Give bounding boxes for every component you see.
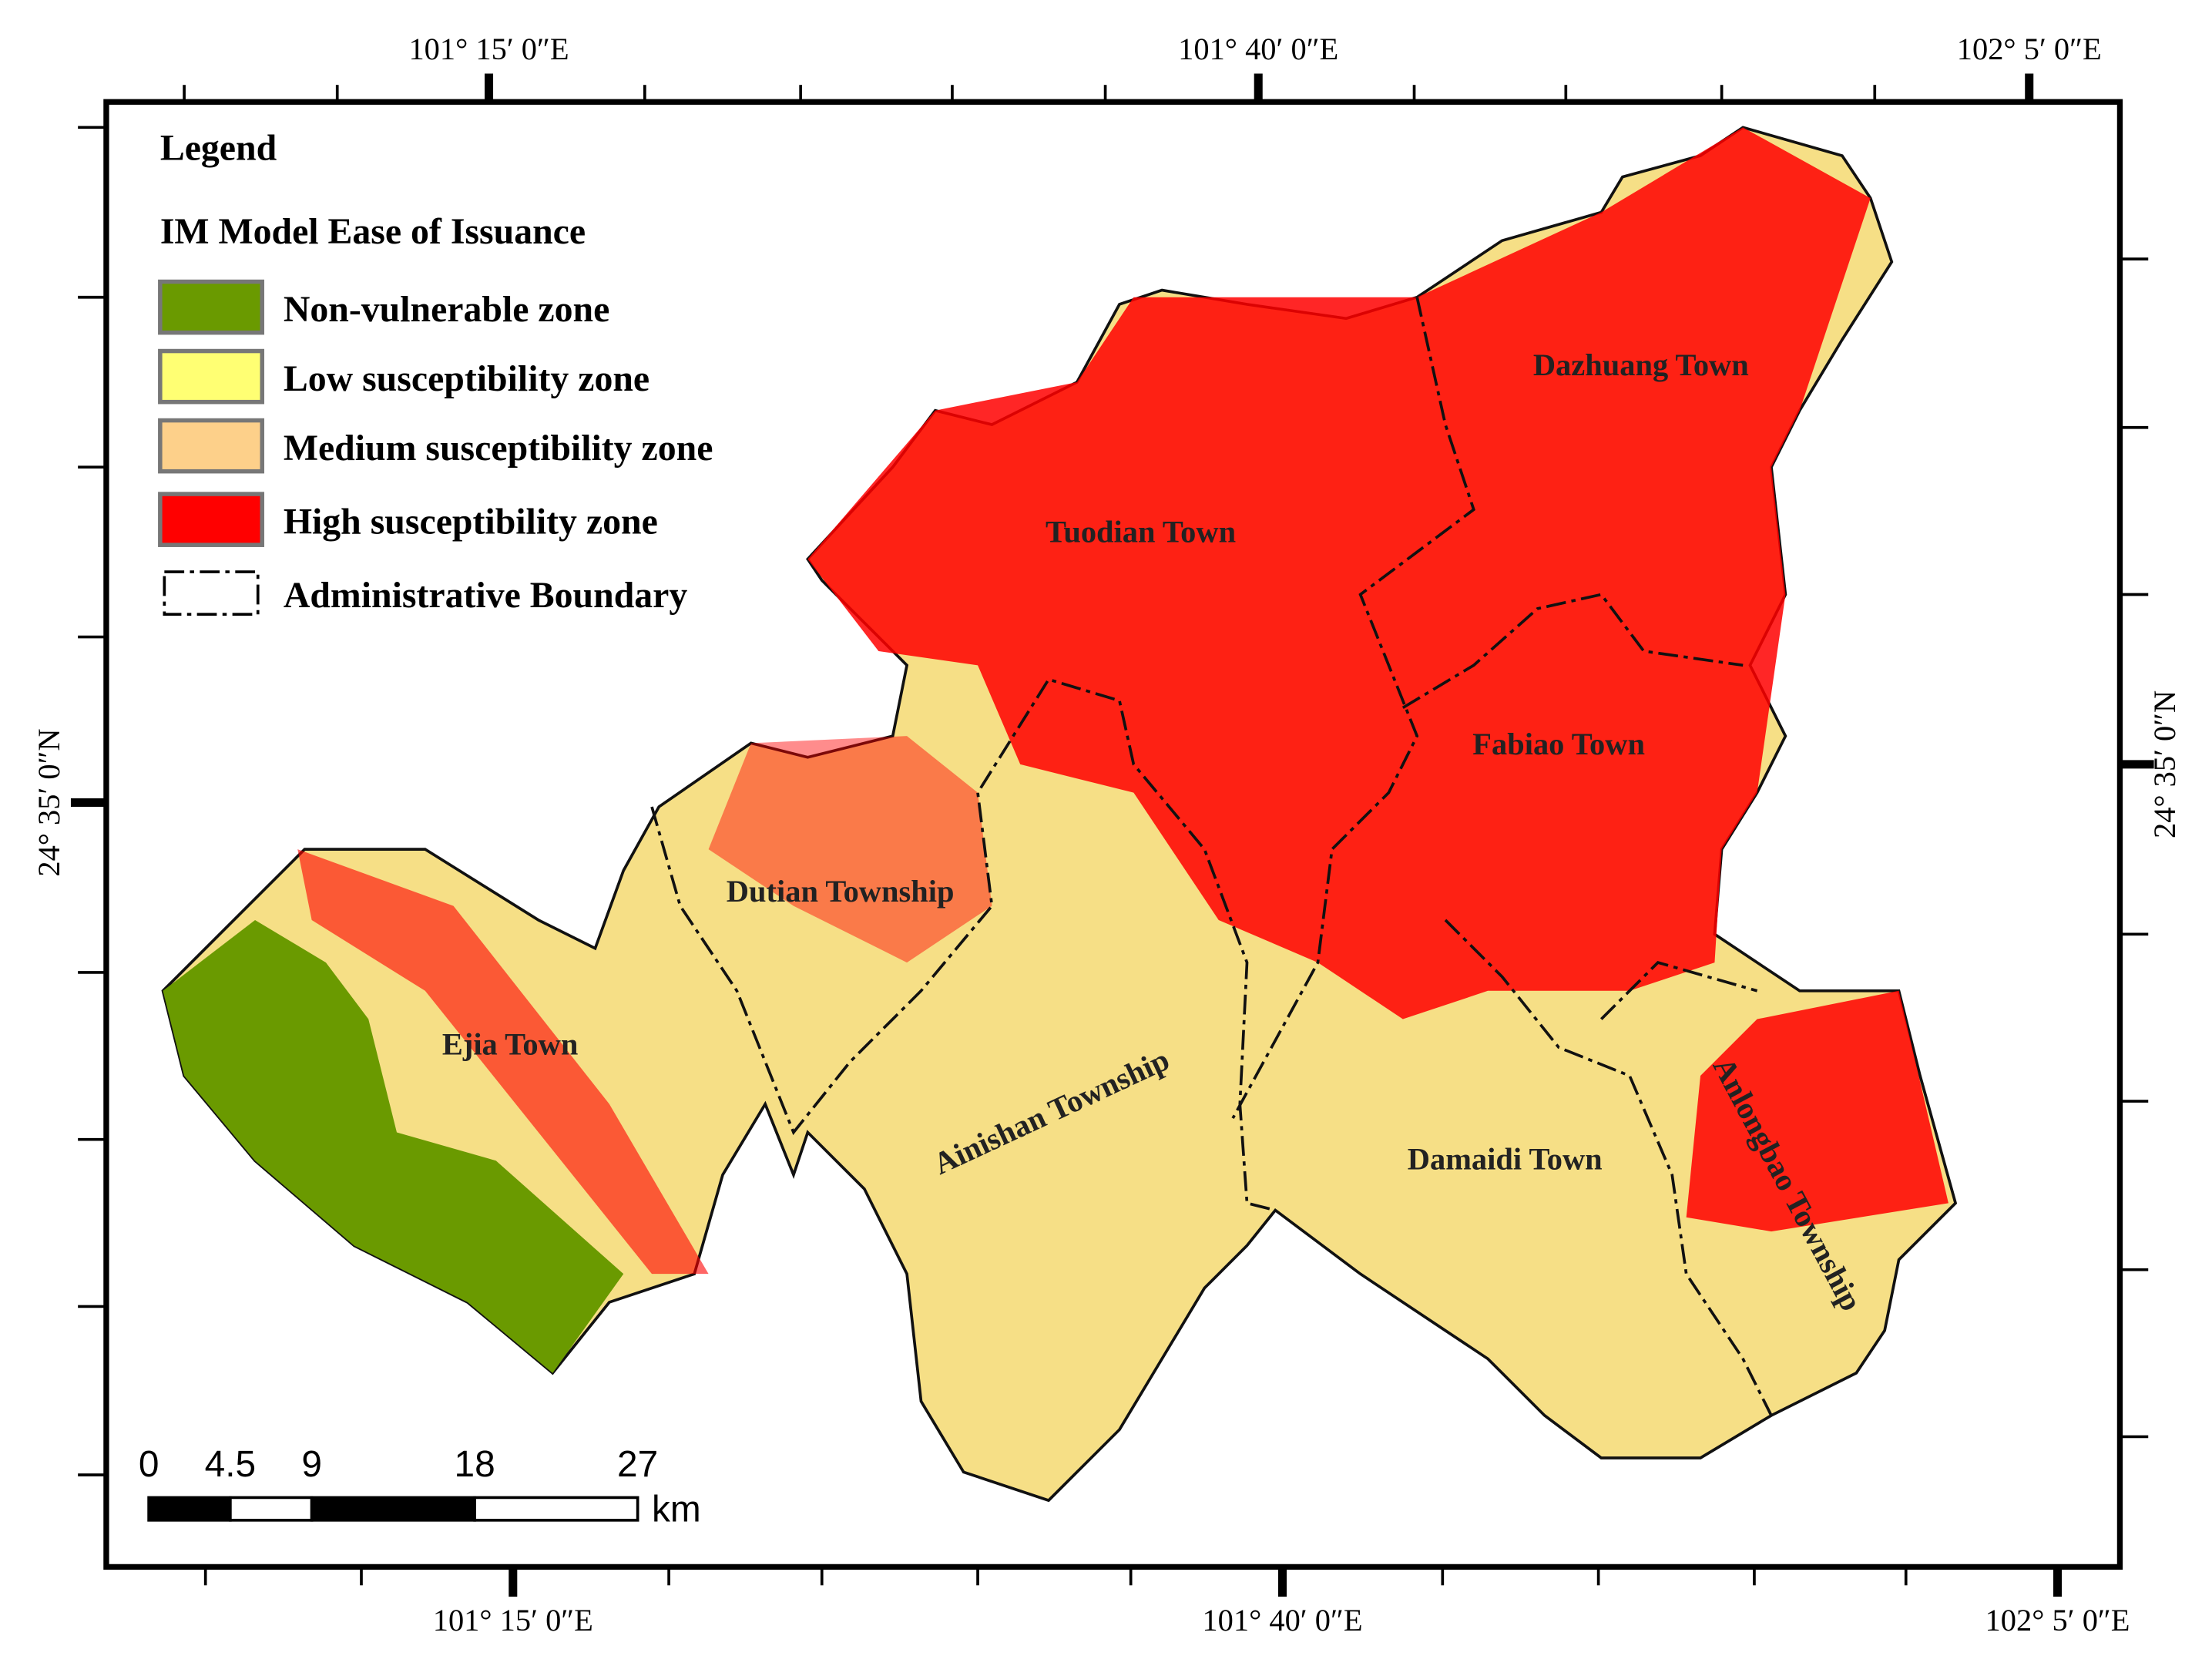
admin-boundary (650, 677, 1276, 1212)
high-zone (807, 127, 1871, 1019)
legend-swatch (158, 279, 265, 335)
legend-label: Medium susceptibility zone (284, 428, 713, 469)
coord-label: 24° 35′ 0″N (2147, 690, 2182, 838)
scale-segment (229, 1496, 314, 1522)
legend-swatch (163, 570, 260, 616)
legend-label: Administrative Boundary (284, 575, 688, 616)
legend-swatch (158, 348, 265, 405)
coord-label: 24° 35′ 0″N (32, 728, 66, 876)
coord-label: 101° 40′ 0″E (1202, 1603, 1362, 1637)
town-label: Tuodian Town (1046, 515, 1236, 549)
scale-label: 18 (455, 1444, 495, 1485)
legend-label: Non-vulnerable zone (284, 289, 610, 330)
coord-label: 102° 5′ 0″E (1985, 1603, 2130, 1637)
coord-label: 101° 15′ 0″E (433, 1603, 593, 1637)
scale-label: 9 (301, 1444, 322, 1485)
legend-title: Legend (160, 128, 277, 169)
scale-segment (310, 1496, 476, 1522)
scale-segment (473, 1496, 639, 1522)
legend-label: Low susceptibility zone (284, 358, 650, 399)
legend-subtitle: IM Model Ease of Issuance (160, 211, 586, 252)
map-body (161, 126, 1958, 1503)
town-label: Dazhuang Town (1533, 348, 1749, 382)
coord-label: 102° 5′ 0″E (1957, 32, 2102, 66)
scale-label: 27 (617, 1444, 658, 1485)
town-label: Damaidi Town (1408, 1141, 1603, 1176)
admin-boundary (1444, 919, 1773, 1416)
admin-boundary (1600, 961, 1758, 1020)
town-label: Dutian Township (727, 874, 955, 909)
scale-unit: km (652, 1490, 701, 1530)
admin-boundary (1401, 593, 1744, 710)
legend-label: High susceptibility zone (284, 502, 658, 542)
high-zone (297, 849, 709, 1275)
legend-swatch (158, 418, 265, 474)
scale-label: 0 (139, 1444, 159, 1485)
non-vulnerable-zone (163, 919, 624, 1373)
high-zone (1686, 990, 1949, 1232)
scale-segment (147, 1496, 232, 1522)
town-label: Fabiao Town (1472, 727, 1645, 761)
town-label: Ejia Town (442, 1026, 578, 1061)
legend-swatch (158, 492, 265, 547)
coord-label: 101° 15′ 0″E (408, 32, 569, 66)
admin-boundary (1231, 297, 1475, 1120)
map-frame (103, 99, 2123, 1570)
coord-label: 101° 40′ 0″E (1178, 32, 1338, 66)
scale-label: 4.5 (205, 1444, 256, 1485)
high-zone (708, 736, 992, 963)
